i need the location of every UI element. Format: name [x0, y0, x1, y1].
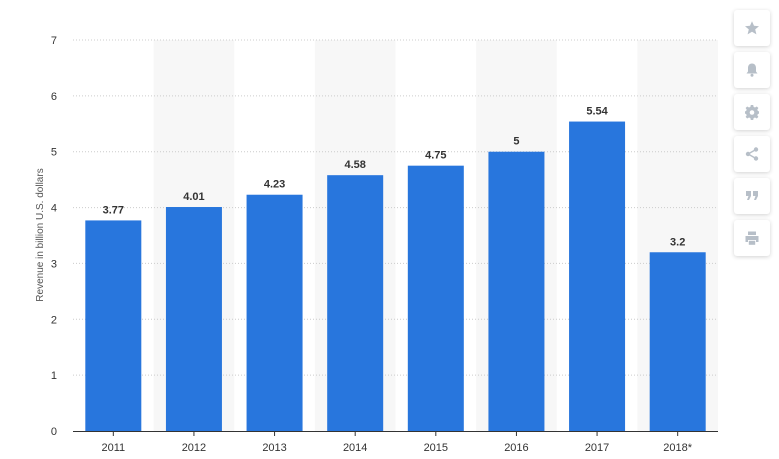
data-label: 4.58	[344, 159, 365, 171]
data-labels: 3.77 4.01 4.23 4.58 4.75 5 5.54 3.2	[103, 106, 686, 249]
data-label: 4.23	[264, 179, 285, 191]
y-tick-label: 2	[51, 314, 57, 326]
x-tick-label: 2011	[101, 442, 125, 454]
notification-button[interactable]	[734, 52, 770, 88]
chart-toolbar	[734, 10, 770, 262]
bar	[569, 121, 626, 432]
data-label: 4.75	[425, 150, 446, 162]
settings-button[interactable]	[734, 94, 770, 130]
x-axis-ticks: 2011 2012 2013 2014 2015 2016 2017 2018*	[101, 431, 693, 454]
y-tick-label: 1	[51, 370, 57, 382]
favorite-button[interactable]	[734, 10, 770, 46]
cite-button[interactable]	[734, 178, 770, 214]
x-tick-label: 2014	[343, 442, 367, 454]
x-tick-label: 2015	[424, 442, 448, 454]
x-tick-label: 2018*	[663, 442, 692, 454]
data-label: 3.2	[670, 236, 685, 248]
x-tick-label: 2012	[182, 442, 206, 454]
y-tick-label: 4	[51, 203, 57, 215]
bar	[246, 194, 303, 431]
print-icon	[745, 231, 759, 245]
bell-icon	[746, 63, 758, 77]
bar	[85, 220, 142, 431]
y-tick-label: 6	[51, 91, 57, 103]
bar	[488, 151, 545, 431]
y-tick-label: 5	[51, 147, 57, 159]
x-tick-label: 2016	[504, 442, 528, 454]
y-tick-label: 3	[51, 258, 57, 270]
share-button[interactable]	[734, 136, 770, 172]
y-tick-label: 0	[51, 426, 57, 438]
bar	[407, 165, 464, 431]
data-label: 4.01	[183, 191, 204, 203]
quote-icon	[746, 191, 758, 200]
y-axis-title: Revenue in billion U.S. dollars	[35, 168, 46, 301]
bars	[85, 121, 706, 432]
y-tick-label: 7	[51, 35, 57, 47]
print-button[interactable]	[734, 220, 770, 256]
bar	[165, 207, 222, 431]
data-label: 5.54	[586, 106, 608, 118]
x-tick-label: 2017	[585, 442, 609, 454]
gear-icon	[745, 104, 759, 120]
star-icon	[745, 21, 759, 35]
x-tick-label: 2013	[262, 442, 286, 454]
share-icon	[745, 147, 759, 161]
bar	[649, 252, 706, 431]
y-axis-ticks: 0 1 2 3 4 5 6 7	[51, 35, 57, 438]
data-label: 3.77	[103, 204, 124, 216]
data-label: 5	[513, 136, 519, 148]
bar	[327, 175, 384, 431]
